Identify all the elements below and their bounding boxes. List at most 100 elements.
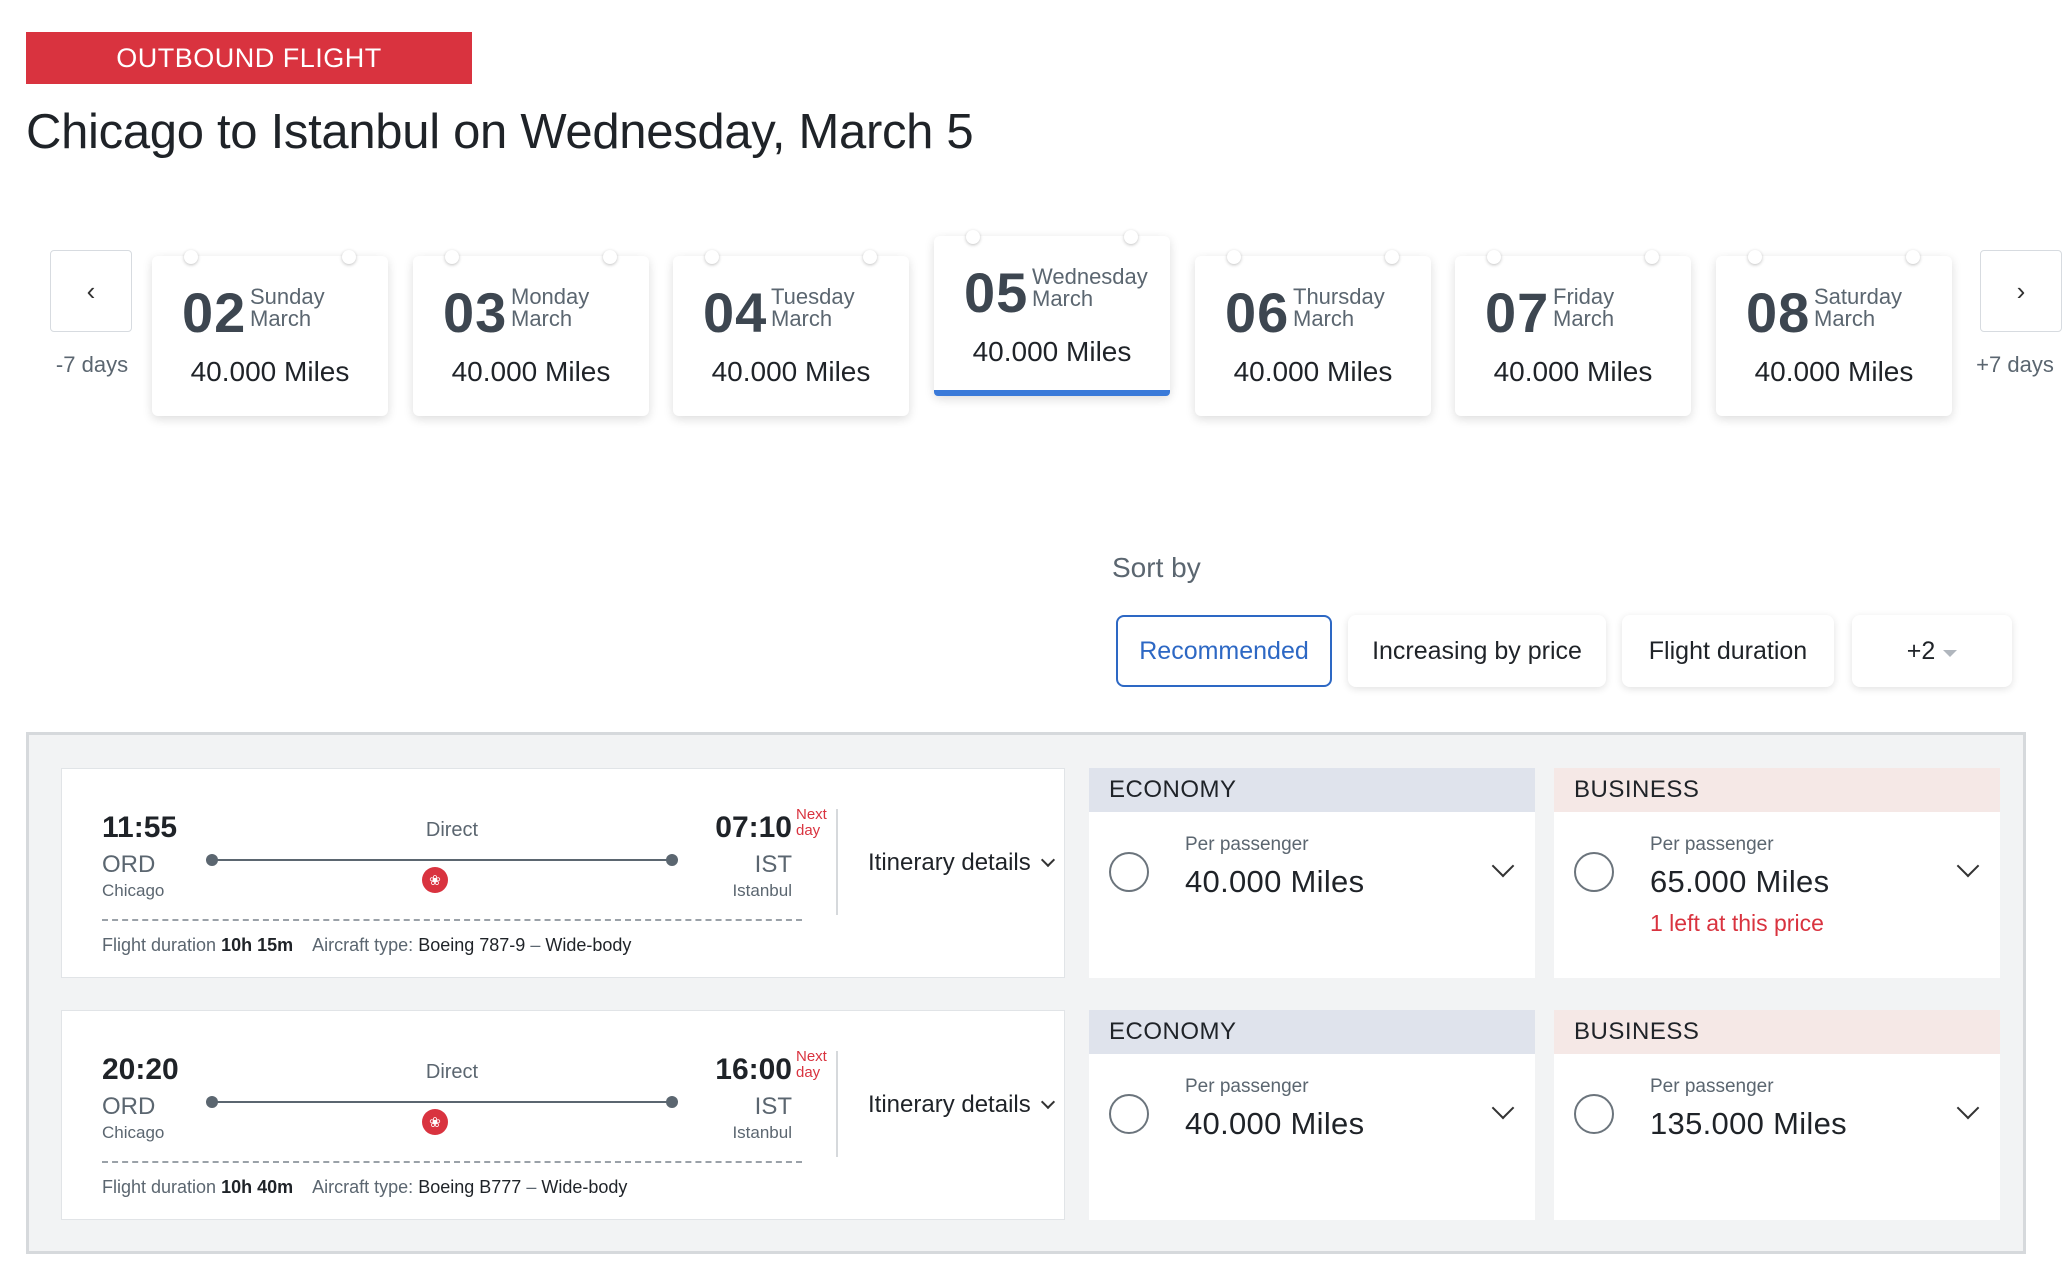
date-weekday: Wednesday xyxy=(1032,264,1148,289)
next-week-caption: +7 days xyxy=(1976,352,2054,377)
date-weekday: Sunday xyxy=(250,284,325,309)
date-weekday: Saturday xyxy=(1814,284,1903,309)
sort-price-button[interactable]: Increasing by price xyxy=(1348,615,1606,687)
prev-week-button[interactable]: ‹ xyxy=(50,250,132,332)
sort-more-button[interactable]: +2 xyxy=(1852,615,2012,687)
arrival-city: Istanbul xyxy=(732,1123,792,1142)
fare-class-label: ECONOMY xyxy=(1089,768,1535,812)
route-line xyxy=(212,859,672,861)
chevron-down-icon[interactable] xyxy=(1491,854,1515,878)
per-passenger-label: Per passenger xyxy=(1185,834,1309,855)
aircraft-label: Aircraft type: xyxy=(312,935,414,955)
date-card-04[interactable]: 04 Tuesday March 40.000 Miles xyxy=(673,250,909,416)
fare-miles: 40.000 Miles xyxy=(1185,1106,1365,1141)
date-miles: 40.000 Miles xyxy=(451,356,611,387)
departure-time: 11:55 xyxy=(102,811,178,844)
date-month: March xyxy=(1293,306,1355,331)
arrival-code: IST xyxy=(754,851,792,878)
date-card-06[interactable]: 06 Thursday March 40.000 Miles xyxy=(1195,250,1431,416)
route-line xyxy=(212,1101,672,1103)
date-card-07[interactable]: 07 Friday March 40.000 Miles xyxy=(1455,250,1691,416)
economy-fare-card[interactable]: ECONOMY Per passenger 40.000 Miles xyxy=(1089,768,1535,978)
next-day-flag: Next xyxy=(796,806,827,823)
date-miles: 40.000 Miles xyxy=(1233,356,1393,387)
date-card-03[interactable]: 03 Monday March 40.000 Miles xyxy=(413,250,649,416)
date-number: 05 xyxy=(964,261,1029,324)
fare-radio[interactable] xyxy=(1574,852,1614,892)
flight-card: 11:55 ORD Chicago Direct ❀ 07:10 Next da… xyxy=(61,768,1065,978)
date-card-02[interactable]: 02 Sunday March 40.000 Miles xyxy=(152,250,388,416)
duration-label: Flight duration xyxy=(102,1177,217,1197)
selected-indicator xyxy=(934,390,1170,396)
stops-label: Direct xyxy=(425,819,479,841)
date-miles: 40.000 Miles xyxy=(972,336,1132,367)
business-fare-card[interactable]: BUSINESS Per passenger 135.000 Miles xyxy=(1554,1010,2000,1220)
stops-label: Direct xyxy=(425,1061,479,1083)
date-number: 06 xyxy=(1225,281,1290,344)
airline-logo-icon: ❀ xyxy=(422,867,448,893)
sort-more-label: +2 xyxy=(1906,636,1936,665)
date-month: March xyxy=(511,306,573,331)
date-month: March xyxy=(771,306,833,331)
chevron-right-icon: › xyxy=(2016,275,2026,306)
business-fare-card[interactable]: BUSINESS Per passenger 65.000 Miles 1 le… xyxy=(1554,768,2000,978)
prev-week-caption: -7 days xyxy=(55,352,129,377)
divider xyxy=(836,809,838,915)
dashed-divider xyxy=(102,919,802,921)
date-month: March xyxy=(1553,306,1615,331)
chevron-left-icon: ‹ xyxy=(86,275,96,306)
next-week-button[interactable]: › xyxy=(1980,250,2062,332)
date-weekday: Tuesday xyxy=(771,284,855,309)
date-month: March xyxy=(1814,306,1876,331)
itinerary-details-label: Itinerary details xyxy=(868,849,1031,876)
chevron-down-icon[interactable] xyxy=(1956,854,1980,878)
caret-down-icon xyxy=(1943,649,1958,657)
itinerary-details-button[interactable]: Itinerary details xyxy=(868,1091,1055,1119)
fare-miles: 65.000 Miles xyxy=(1650,864,1830,899)
route-end-dot xyxy=(666,854,678,866)
chevron-down-icon[interactable] xyxy=(1956,1096,1980,1120)
economy-fare-card[interactable]: ECONOMY Per passenger 40.000 Miles xyxy=(1089,1010,1535,1220)
per-passenger-label: Per passenger xyxy=(1650,1076,1774,1097)
chevron-down-icon xyxy=(1040,852,1055,868)
arrival-time: 07:10 xyxy=(715,811,792,844)
sort-label: Sort by xyxy=(1112,552,1201,583)
sort-duration-button[interactable]: Flight duration xyxy=(1622,615,1834,687)
date-miles: 40.000 Miles xyxy=(1493,356,1653,387)
itinerary-details-button[interactable]: Itinerary details xyxy=(868,849,1055,877)
seats-left-warning: 1 left at this price xyxy=(1650,910,1824,936)
date-month: March xyxy=(1032,286,1094,311)
meta-separator: – xyxy=(530,935,541,955)
route-end-dot xyxy=(666,1096,678,1108)
date-month: March xyxy=(250,306,312,331)
date-weekday: Friday xyxy=(1553,284,1615,309)
departure-city: Chicago xyxy=(102,1123,165,1142)
date-card-05-selected[interactable]: 05 Wednesday March 40.000 Miles xyxy=(934,230,1170,396)
itinerary-details-label: Itinerary details xyxy=(868,1091,1031,1118)
date-number: 03 xyxy=(443,281,508,344)
date-weekday: Thursday xyxy=(1293,284,1385,309)
flight-card: 20:20 ORD Chicago Direct ❀ 16:00 Next da… xyxy=(61,1010,1065,1220)
meta-separator: – xyxy=(526,1177,537,1197)
chevron-down-icon[interactable] xyxy=(1491,1096,1515,1120)
fare-miles: 135.000 Miles xyxy=(1650,1106,1847,1141)
fare-radio[interactable] xyxy=(1109,852,1149,892)
next-day-flag: Next xyxy=(796,1048,827,1065)
divider xyxy=(836,1051,838,1157)
date-card-08[interactable]: 08 Saturday March 40.000 Miles xyxy=(1716,250,1952,416)
fare-radio[interactable] xyxy=(1109,1094,1149,1134)
airline-logo-icon: ❀ xyxy=(422,1109,448,1135)
date-miles: 40.000 Miles xyxy=(711,356,871,387)
fare-class-label: BUSINESS xyxy=(1554,768,2000,812)
date-number: 08 xyxy=(1746,281,1811,344)
outbound-flight-tag: OUTBOUND FLIGHT xyxy=(26,32,472,84)
aircraft-value: Boeing 787-9 xyxy=(418,935,526,955)
date-miles: 40.000 Miles xyxy=(1754,356,1914,387)
fare-miles: 40.000 Miles xyxy=(1185,864,1365,899)
per-passenger-label: Per passenger xyxy=(1650,834,1774,855)
sort-recommended-button[interactable]: Recommended xyxy=(1116,615,1332,687)
fare-class-label: BUSINESS xyxy=(1554,1010,2000,1054)
fare-radio[interactable] xyxy=(1574,1094,1614,1134)
arrival-time: 16:00 xyxy=(715,1053,792,1086)
fare-class-label: ECONOMY xyxy=(1089,1010,1535,1054)
